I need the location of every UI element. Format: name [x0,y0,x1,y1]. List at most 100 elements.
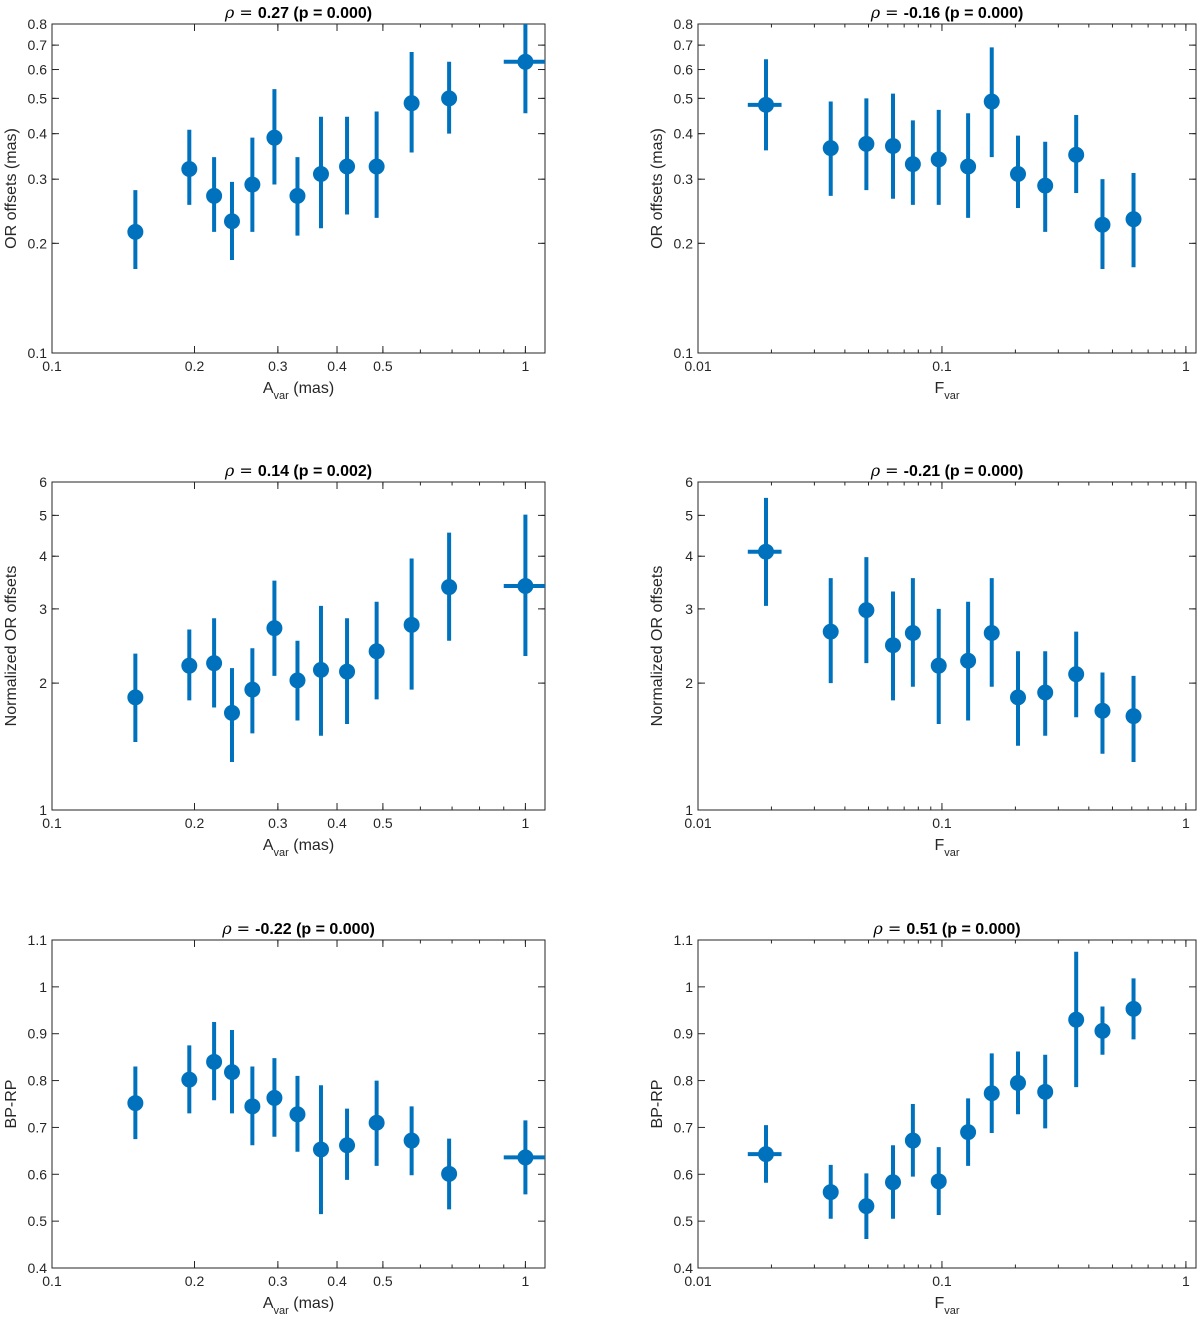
x-tick-label: 0.1 [932,815,952,831]
y-tick-label: 0.8 [674,1073,694,1089]
data-point [403,52,420,153]
marker [517,1149,534,1166]
marker [206,655,223,672]
y-tick-label: 0.8 [28,16,48,32]
data-point [960,601,977,721]
y-tick-label: 6 [685,474,693,490]
x-tick-label: 0.1 [42,815,62,831]
x-label-main: F [934,380,944,397]
y-tick-label: 0.9 [674,1026,694,1042]
data-point [441,61,458,134]
marker [339,1137,356,1154]
y-axis-label: OR offsets (mas) [649,128,666,249]
data-point [127,653,144,742]
data-point [503,514,545,656]
marker [441,579,458,596]
data-point [747,59,782,151]
x-axis-label: Fvar [934,837,959,859]
marker [1037,684,1054,701]
data-point [1125,675,1142,762]
data-point [822,101,839,196]
y-tick-label: 5 [685,507,693,523]
title-value: -0.22 (p = 0.000) [255,921,375,938]
x-label-sub: var [274,1305,290,1317]
data-point [206,157,223,232]
y-axis-label: Normalized OR offsets [649,566,666,727]
data-point [339,618,356,724]
data-point [206,1022,223,1101]
plot-area [697,939,1197,1269]
data-point [930,608,947,724]
title-rho: ρ = [870,3,904,22]
marker [1094,702,1111,719]
marker [312,661,329,678]
y-tick-label: 0.5 [28,90,48,106]
marker [960,652,977,669]
title-value: 0.27 (p = 0.000) [258,5,372,22]
chart-title: ρ = -0.16 (p = 0.000) [870,3,1024,22]
marker [517,577,534,594]
marker [266,129,283,146]
y-tick-label: 0.4 [28,1260,48,1276]
marker [930,151,947,168]
y-axis-label: BP-RP [3,1080,20,1129]
x-tick-label: 0.4 [327,1273,347,1289]
data-point [1125,978,1142,1040]
y-tick-label: 0.4 [674,1260,694,1276]
data-point [747,497,782,606]
marker [312,165,329,182]
data-point [1094,1006,1111,1055]
marker [1125,1000,1142,1017]
data-point [403,1106,420,1176]
y-tick-label: 0.6 [28,1166,48,1182]
marker [206,1053,223,1070]
marker [1010,1074,1027,1091]
data-point [1037,1054,1054,1129]
y-tick-label: 0.8 [674,16,694,32]
data-point [312,1085,329,1215]
data-point [930,109,947,205]
x-tick-label: 0.2 [185,358,205,374]
marker [244,681,261,698]
x-tick-label: 1 [522,815,530,831]
x-label-suffix: (mas) [289,380,334,397]
data-point [885,591,901,701]
data-point [983,578,1000,687]
panel-3: 0.1 0.2 0.3 0.4 0.5 1 1 2 3 4 5 6 ρ = 0.14 (p = 0.00… [3,461,546,859]
data-point [266,89,283,185]
y-tick-label: 0.6 [28,62,48,78]
data-point [181,629,198,701]
y-tick-label: 0.7 [674,37,694,53]
panel-2: 0.01 0.1 10.10.20.30.40.50.60.70.8ρ = -0.1… [649,3,1197,402]
marker [223,213,240,230]
y-tick-label: 0.3 [674,171,694,187]
marker [289,672,306,689]
data-point [339,116,356,215]
marker [181,657,198,674]
marker [441,1165,458,1182]
data-point [1068,115,1085,193]
marker [1068,666,1085,683]
data-point [223,668,240,762]
panel-6: 0.01 0.1 1 0.4 0.5 0.6 0.7 0.8 0.9 1 1.1 ρ = 0.51 (… [649,919,1197,1317]
plot-area [697,481,1197,811]
data-point [858,557,875,664]
marker [181,160,198,177]
y-tick-label: 0.6 [674,62,694,78]
y-tick-label: 1 [39,979,47,995]
data-point [244,648,261,734]
marker [223,704,240,721]
marker [858,602,875,619]
y-axis-label: OR offsets (mas) [3,128,20,249]
marker [885,1174,901,1191]
x-label-sub: var [274,847,290,859]
data-point [1037,141,1054,232]
data-point [885,1145,901,1219]
marker [403,1132,420,1149]
x-label-sub: var [274,390,290,402]
x-tick-label: 0.1 [932,1273,952,1289]
x-label-suffix: (mas) [289,837,334,854]
x-tick-label: 0.1 [932,358,952,374]
y-tick-label: 0.3 [28,171,48,187]
x-tick-label: 1 [522,358,530,374]
